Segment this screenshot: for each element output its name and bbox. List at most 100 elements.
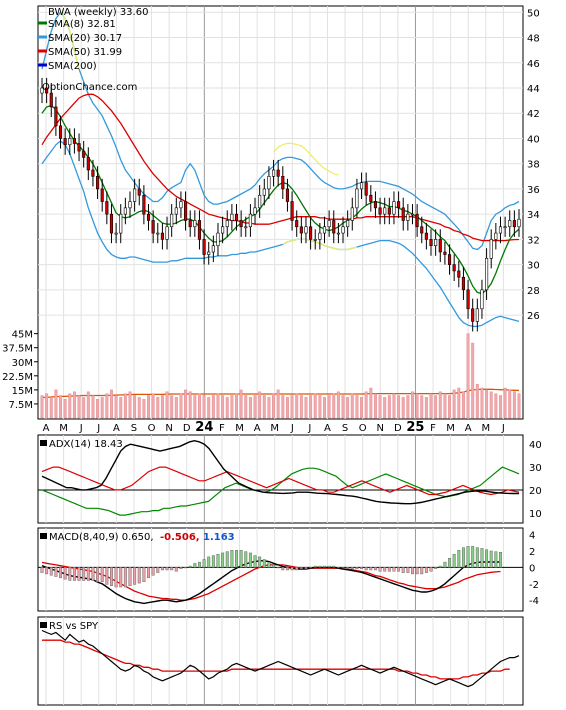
volume-bar bbox=[91, 395, 95, 419]
macd-histogram-bar bbox=[336, 567, 340, 569]
candle-body bbox=[40, 87, 44, 94]
macd-hist-value: 1.163 bbox=[203, 532, 235, 543]
candle-body bbox=[179, 201, 183, 209]
candle-body bbox=[434, 239, 438, 246]
macd-histogram-bar bbox=[350, 567, 354, 569]
month-tick-label: A bbox=[324, 423, 331, 434]
volume-bar bbox=[512, 391, 516, 419]
macd-histogram-bar bbox=[193, 563, 197, 568]
macd-histogram-bar bbox=[387, 567, 391, 572]
candle-body bbox=[221, 226, 225, 234]
candle-body bbox=[207, 251, 211, 255]
macd-histogram-bar bbox=[434, 567, 438, 569]
adx-tick-label: 20 bbox=[529, 486, 542, 497]
macd-histogram-bar bbox=[40, 567, 44, 573]
candle-body bbox=[304, 226, 308, 234]
macd-histogram-bar bbox=[461, 547, 465, 568]
month-tick-label: 25 bbox=[406, 420, 424, 435]
candle-body bbox=[156, 232, 160, 235]
candle-body bbox=[341, 226, 345, 234]
volume-bar bbox=[290, 395, 294, 419]
macd-histogram-bar bbox=[406, 567, 410, 573]
macd-histogram-bar bbox=[96, 567, 100, 582]
price-tick-label: 32 bbox=[527, 235, 540, 246]
volume-bar bbox=[448, 395, 451, 419]
candle-body bbox=[114, 232, 118, 235]
candle-body bbox=[350, 207, 354, 221]
macd-histogram-bar bbox=[499, 551, 502, 568]
candle-body bbox=[248, 213, 252, 228]
month-tick-label: D bbox=[394, 423, 402, 434]
volume-bar bbox=[304, 397, 308, 419]
volume-bar bbox=[466, 333, 470, 419]
macd-histogram-bar bbox=[341, 567, 345, 569]
candle-body bbox=[119, 213, 123, 234]
volume-bar bbox=[457, 387, 461, 419]
macd-histogram-bar bbox=[114, 567, 118, 588]
volume-bar bbox=[285, 397, 289, 419]
macd-line bbox=[41, 560, 501, 605]
month-tick-label: F bbox=[430, 423, 436, 434]
month-tick-label: A bbox=[465, 423, 472, 434]
volume-bar bbox=[151, 393, 155, 419]
macd-histogram-bar bbox=[485, 549, 489, 568]
candle-body bbox=[165, 226, 169, 240]
candle-body bbox=[45, 87, 49, 94]
candle-body bbox=[146, 213, 151, 221]
volume-bar bbox=[272, 393, 276, 419]
rs-average-line bbox=[42, 639, 510, 680]
candle-body bbox=[123, 207, 127, 215]
volume-bar bbox=[119, 397, 123, 419]
price-tick-label: 46 bbox=[527, 59, 540, 70]
volume-bar bbox=[443, 393, 447, 419]
volume-bar bbox=[350, 393, 354, 419]
candle-body bbox=[160, 232, 164, 240]
volume-bar bbox=[355, 395, 359, 419]
volume-bar bbox=[216, 393, 220, 419]
candle-body bbox=[290, 201, 294, 221]
candle-body bbox=[410, 213, 415, 216]
volume-bar bbox=[239, 389, 243, 419]
macd-tick-label: 0 bbox=[529, 563, 535, 574]
candle-body bbox=[211, 245, 215, 253]
month-tick-label: M bbox=[481, 423, 490, 434]
macd-histogram-bar bbox=[68, 567, 72, 581]
macd-histogram-bar bbox=[128, 567, 132, 586]
volume-bar bbox=[336, 391, 340, 419]
rs-label: RS vs SPY bbox=[49, 621, 99, 632]
volume-bar bbox=[49, 397, 53, 419]
volume-bar bbox=[517, 393, 521, 419]
macd-histogram-bar bbox=[151, 567, 155, 576]
candle-body bbox=[401, 207, 405, 221]
volume-bar bbox=[485, 389, 489, 419]
panel-frame-macd bbox=[37, 527, 524, 612]
candle-body bbox=[461, 276, 465, 291]
macd-histogram-bar bbox=[285, 567, 289, 571]
macd-histogram-bar bbox=[165, 567, 169, 571]
candle-body bbox=[415, 213, 419, 228]
macd-histogram-bar bbox=[123, 567, 127, 588]
candle-body bbox=[234, 213, 239, 221]
volume-bar bbox=[424, 397, 428, 419]
price-tick-label: 30 bbox=[527, 261, 540, 272]
macd-histogram-bar bbox=[54, 567, 58, 577]
candle-body bbox=[471, 308, 475, 322]
volume-bar bbox=[235, 393, 238, 419]
month-tick-label: M bbox=[59, 423, 68, 434]
candle-body bbox=[128, 201, 132, 209]
candle-body bbox=[271, 169, 276, 177]
candle-body bbox=[373, 201, 377, 209]
candle-body bbox=[281, 176, 285, 190]
macd-histogram-bar bbox=[202, 559, 206, 568]
volume-bar bbox=[248, 397, 252, 419]
watermark-text: OptionChance.com bbox=[42, 82, 137, 93]
volume-tick-label: 45M bbox=[12, 330, 33, 341]
candle-body bbox=[174, 207, 178, 215]
candle-body bbox=[369, 194, 373, 202]
macd-histogram-bar bbox=[147, 567, 150, 579]
candle-body bbox=[424, 232, 428, 240]
candle-body bbox=[452, 264, 456, 272]
month-tick-label: A bbox=[43, 423, 50, 434]
volume-bar bbox=[160, 395, 164, 419]
candle-body bbox=[197, 220, 202, 240]
